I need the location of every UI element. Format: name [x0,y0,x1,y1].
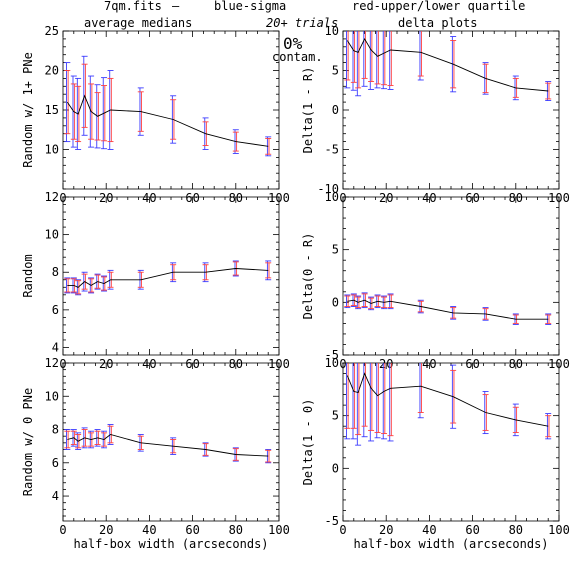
y-tick-label: 10 [45,228,59,242]
y-tick-label: 0 [332,103,339,117]
y-tick-label: 4 [52,340,59,354]
y-tick-label: 10 [325,190,339,204]
median-line [67,268,269,288]
y-tick-label: 0 [332,295,339,309]
header-dash: — [172,0,180,13]
y-tick-label: -5 [325,143,339,157]
y-tick-label: 8 [52,423,59,437]
y-axis-label: Delta(0 - R) [301,233,315,320]
y-tick-label: -5 [325,514,339,528]
x-tick-label: 20 [379,523,393,537]
left-title: average medians [84,16,192,30]
y-tick-label: 0 [332,461,339,475]
header-file: 7qm.fits [104,0,162,13]
x-tick-label: 40 [142,523,156,537]
plot-frame [62,30,280,190]
x-tick-label: 0 [339,523,346,537]
plot-frame [62,362,280,522]
y-tick-label: -10 [317,182,339,196]
data-layer [64,424,272,464]
y-tick-label: 20 [45,64,59,78]
plot-frame [62,196,280,356]
median-line [347,299,549,320]
header-red-label: red-upper/lower quartile [352,0,525,13]
y-tick-label: 10 [325,24,339,38]
panel-bl: 0 20 40 60 80 100 4 6 8 10 12 Random w/ 0 PNe half-b… [21,356,290,551]
trials-label: 20+ trials [266,16,338,30]
y-tick-label: 15 [45,103,59,117]
y-tick-label: 25 [45,24,59,38]
contam-label: contam. [272,50,323,64]
data-layer [344,31,552,101]
x-axis-label: half-box width (arcseconds) [73,537,268,551]
y-tick-label: 5 [332,64,339,78]
y-tick-label: 5 [332,243,339,257]
data-layer [64,55,272,157]
y-axis-label: Random w/ 1+ PNe [21,52,35,168]
median-line [67,434,269,457]
right-title: delta plots [398,16,477,30]
contam-value: 0% [283,34,303,53]
plot-frame [342,362,560,522]
y-tick-label: 6 [52,456,59,470]
y-tick-label: 8 [52,265,59,279]
median-line [346,37,549,92]
x-axis-label: half-box width (arcseconds) [353,537,548,551]
x-tick-label: 100 [268,523,290,537]
x-tick-label: 40 [422,523,436,537]
y-axis-label: Delta(1 - R) [301,67,315,154]
y-tick-label: 6 [52,303,59,317]
data-layer [344,292,552,325]
y-tick-label: 12 [45,356,59,370]
y-tick-label: 10 [325,356,339,370]
y-axis-label: Delta(1 - 0) [301,399,315,486]
y-axis-label: Random [21,254,35,297]
x-tick-label: 60 [465,523,479,537]
x-tick-label: 80 [509,523,523,537]
y-tick-label: 10 [45,389,59,403]
header: 7qm.fits — blue-sigma red-upper/lower qu… [84,0,525,64]
y-tick-label: 10 [45,143,59,157]
median-line [346,372,549,427]
median-line [66,94,269,147]
y-tick-label: 4 [52,489,59,503]
data-layer [64,260,272,296]
x-tick-label: 20 [99,523,113,537]
x-tick-label: 60 [185,523,199,537]
x-tick-label: 0 [59,523,66,537]
data-layer [344,363,552,446]
y-tick-label: -5 [325,348,339,362]
plot-frame [342,196,560,356]
y-tick-label: 5 [332,409,339,423]
y-axis-label: Random w/ 0 PNe [21,388,35,496]
x-tick-label: 100 [548,523,570,537]
header-blue-label: blue-sigma [214,0,286,13]
y-tick-label: 12 [45,190,59,204]
x-tick-label: 80 [229,523,243,537]
